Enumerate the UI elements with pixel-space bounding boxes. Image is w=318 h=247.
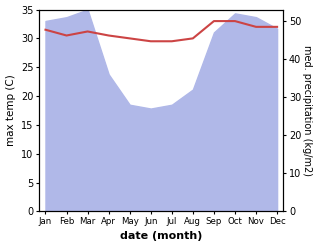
Y-axis label: max temp (C): max temp (C)	[5, 75, 16, 146]
Y-axis label: med. precipitation (kg/m2): med. precipitation (kg/m2)	[302, 45, 313, 176]
X-axis label: date (month): date (month)	[120, 231, 203, 242]
